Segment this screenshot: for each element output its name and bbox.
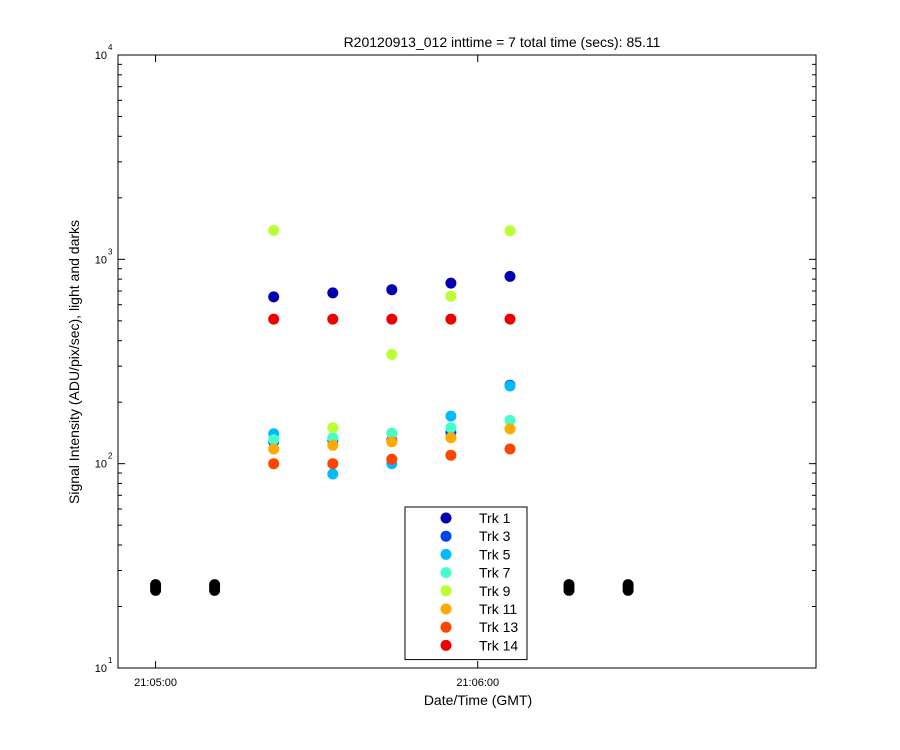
data-point	[268, 443, 280, 455]
data-point	[445, 432, 457, 444]
data-point	[268, 458, 280, 470]
data-point	[445, 410, 457, 422]
data-point	[445, 277, 457, 289]
data-point	[386, 349, 398, 360]
data-point	[327, 468, 339, 480]
y-tick-exponent: 4	[108, 43, 113, 52]
y-tick-exponent: 3	[108, 247, 113, 256]
x-tick-label: 21:05:00	[134, 677, 177, 689]
data-point	[268, 313, 280, 325]
data-point	[268, 224, 280, 236]
legend-marker	[440, 585, 452, 597]
y-tick-exponent: 2	[108, 452, 113, 461]
legend-marker	[440, 603, 452, 615]
legend-label: Trk 5	[479, 546, 511, 562]
data-point	[504, 443, 516, 455]
y-tick-label: 10	[95, 50, 107, 62]
data-point	[504, 414, 516, 426]
legend-label: Trk 13	[479, 619, 518, 635]
y-tick-label: 10	[95, 254, 107, 266]
y-tick-exponent: 1	[108, 656, 113, 665]
data-point	[504, 313, 516, 325]
data-point	[327, 458, 339, 470]
data-point	[445, 422, 457, 434]
data-point	[209, 579, 221, 591]
data-point	[386, 436, 398, 448]
data-point	[445, 290, 457, 302]
data-point	[563, 579, 575, 591]
legend-marker	[440, 621, 452, 633]
x-tick-label: 21:06:00	[456, 677, 499, 689]
data-point	[445, 313, 457, 325]
y-tick-label: 10	[95, 459, 107, 471]
y-axis-label: Signal Intensity (ADU/pix/sec), light an…	[66, 220, 82, 504]
data-point	[386, 453, 398, 465]
data-point	[386, 313, 398, 325]
data-point	[150, 579, 162, 591]
legend-label: Trk 3	[479, 528, 511, 544]
legend-label: Trk 14	[479, 637, 518, 653]
legend-label: Trk 9	[479, 583, 511, 599]
legend-marker	[440, 530, 452, 542]
legend-marker	[440, 548, 452, 560]
data-point	[504, 270, 516, 282]
legend: Trk 1 Trk 3 Trk 5 Trk 7 Trk 9 Trk 11 Trk 13 Trk…	[404, 506, 528, 661]
data-point	[504, 225, 516, 237]
data-point	[327, 287, 339, 299]
data-point	[327, 422, 339, 434]
data-point	[386, 427, 398, 439]
legend-label: Trk 11	[479, 601, 517, 617]
data-point	[327, 313, 339, 325]
legend-label: Trk 7	[479, 565, 511, 581]
data-point	[504, 380, 516, 392]
legend-marker	[440, 512, 452, 524]
data-point	[268, 434, 280, 446]
legend-box	[404, 506, 528, 661]
x-axis-label: Date/Time (GMT)	[424, 692, 532, 708]
data-point	[268, 291, 280, 303]
chart-title: R20120913_012 inttime = 7 total time (se…	[344, 34, 661, 50]
legend-marker	[440, 567, 452, 579]
data-point	[327, 439, 339, 451]
data-point	[327, 432, 339, 444]
legend-label: Trk 1	[479, 510, 511, 526]
data-point	[622, 579, 634, 591]
data-point	[445, 449, 457, 461]
legend-marker	[440, 639, 452, 651]
data-points	[150, 224, 634, 596]
y-tick-label: 10	[95, 663, 107, 675]
data-point	[386, 284, 398, 296]
data-point	[504, 423, 516, 435]
